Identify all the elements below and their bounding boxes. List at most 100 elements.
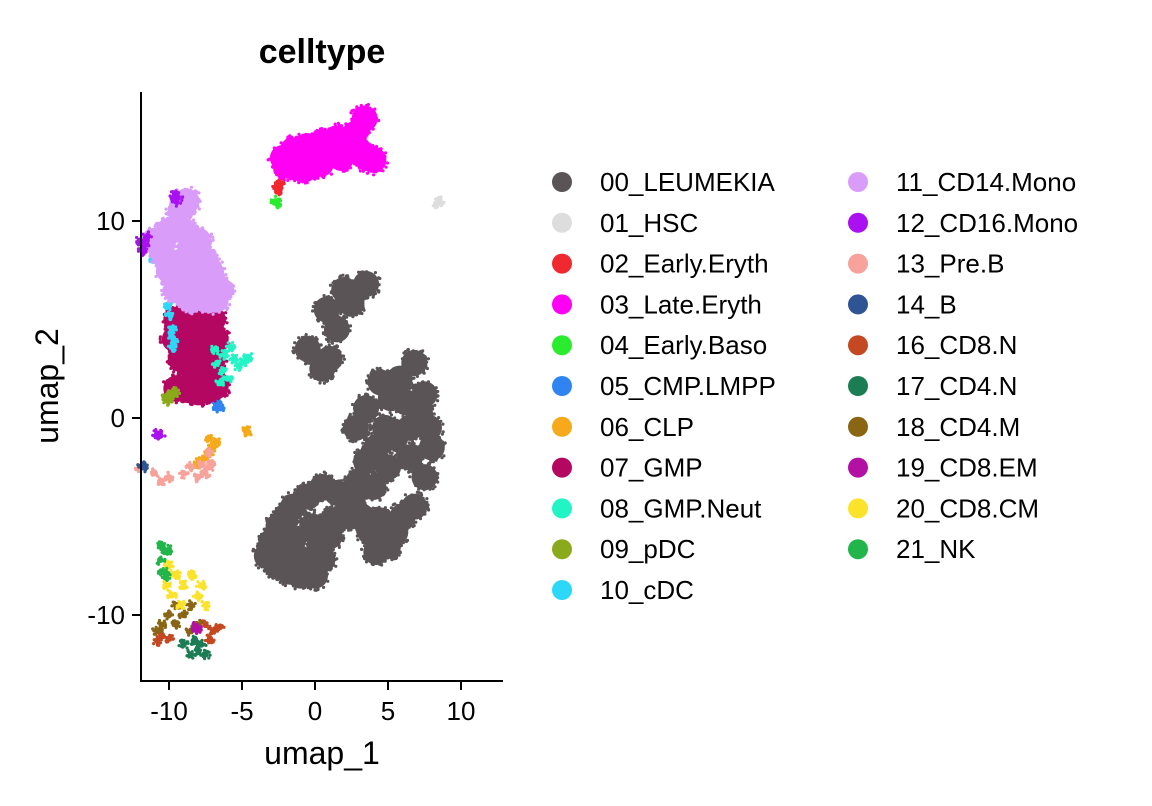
data-point-dot: [328, 480, 332, 485]
data-point-dot: [367, 476, 371, 480]
data-point-dot: [341, 273, 345, 277]
data-point-dot: [415, 480, 419, 484]
data-point-dot: [294, 578, 298, 582]
data-point-dot: [306, 353, 310, 357]
data-point-dot: [348, 293, 353, 297]
data-point-dot: [373, 282, 377, 286]
data-point-dot: [413, 501, 417, 505]
data-point-dot: [330, 353, 334, 357]
data-point-dot: [277, 571, 281, 575]
data-point-dot: [330, 519, 334, 523]
data-point-dot: [396, 408, 400, 412]
data-point-dot: [312, 522, 316, 526]
data-point-dot: [400, 447, 404, 452]
data-point-dot: [362, 432, 366, 436]
data-point-dot: [303, 498, 307, 502]
data-point-dot: [337, 508, 341, 512]
data-point-dot: [366, 512, 370, 516]
data-point-dot: [423, 395, 427, 399]
data-point-dot: [309, 502, 313, 506]
data-point-dot: [315, 361, 319, 366]
data-point: [431, 198, 445, 210]
data-point-dot: [331, 374, 335, 379]
data-point-dot: [373, 473, 378, 477]
data-point-dot: [374, 441, 378, 445]
data-point-dot: [436, 399, 440, 403]
data-point-dot: [360, 275, 364, 279]
data-point-dot: [412, 477, 417, 481]
data-point-dot: [422, 371, 426, 375]
data-point-dot: [307, 559, 311, 563]
data-point-dot: [329, 377, 333, 381]
data-point-dot: [298, 562, 302, 566]
data-point-dot: [391, 503, 395, 507]
data-point-dot: [348, 470, 352, 474]
data-point-dot: [342, 302, 346, 307]
data-point-dot: [420, 493, 424, 497]
data-point-dot: [278, 545, 282, 549]
data-point-dot: [427, 480, 431, 484]
data-point-dot: [366, 296, 370, 300]
data-point-dot: [427, 461, 431, 465]
data-point-dot: [324, 526, 328, 530]
data-point-dot: [367, 516, 371, 520]
data-point-dot: [363, 501, 367, 505]
data-point-dot: [315, 493, 319, 497]
data-point-dot: [402, 380, 406, 384]
data-point-dot: [392, 433, 396, 437]
data-point-dot: [423, 509, 427, 513]
data-point-dot: [321, 563, 325, 567]
data-point-dot: [343, 511, 347, 515]
data-point-dot: [323, 576, 328, 581]
data-point-dot: [274, 562, 278, 567]
data-point-dot: [415, 516, 419, 520]
data-point-dot: [414, 363, 418, 367]
data-point-dot: [265, 518, 269, 522]
data-point: [321, 313, 353, 345]
data-point-dot: [388, 551, 392, 555]
data-point-dot: [328, 505, 332, 509]
data-point-dot: [299, 136, 304, 140]
data-point-dot: [327, 295, 331, 299]
data-point-dot: [358, 311, 362, 315]
data-point-dot: [360, 525, 364, 529]
data-point-dot: [385, 550, 390, 555]
data-point-dot: [262, 543, 266, 547]
data-point-dot: [277, 521, 281, 525]
data-point-dot: [384, 473, 388, 477]
data-point-dot: [301, 133, 305, 137]
data-point-dot: [322, 363, 326, 367]
data-point-dot: [275, 548, 279, 552]
data-point-dot: [302, 581, 306, 585]
data-point-dot: [413, 404, 417, 408]
data-point-dot: [321, 331, 325, 335]
data-point-dot: [369, 287, 373, 291]
data-point-dot: [373, 530, 377, 534]
data-point-dot: [328, 483, 332, 487]
data-point-dot: [319, 489, 323, 493]
data-point-dot: [361, 279, 365, 283]
data-point-dot: [312, 475, 316, 479]
data-point-dot: [323, 127, 327, 131]
data-point-dot: [302, 349, 306, 353]
data-point-dot: [353, 455, 357, 459]
data-point-dot: [280, 566, 284, 570]
data-point-dot: [429, 433, 433, 437]
data-point-dot: [384, 464, 388, 468]
data-point-dot: [353, 523, 357, 527]
data-point-dot: [323, 346, 327, 350]
data-point-dot: [393, 542, 397, 547]
data-point-dot: [311, 309, 315, 313]
data-point-dot: [373, 435, 377, 439]
data-point-dot: [304, 333, 308, 337]
data-point-dot: [424, 477, 428, 481]
data-point-dot: [396, 464, 400, 468]
data-point-dot: [386, 554, 390, 558]
data-point-dot: [300, 335, 304, 340]
data-point-dot: [394, 527, 398, 531]
data-point-dot: [328, 350, 332, 354]
data-point-dot: [386, 423, 390, 427]
data-point-dot: [366, 412, 370, 416]
data-point-dot: [327, 510, 331, 515]
